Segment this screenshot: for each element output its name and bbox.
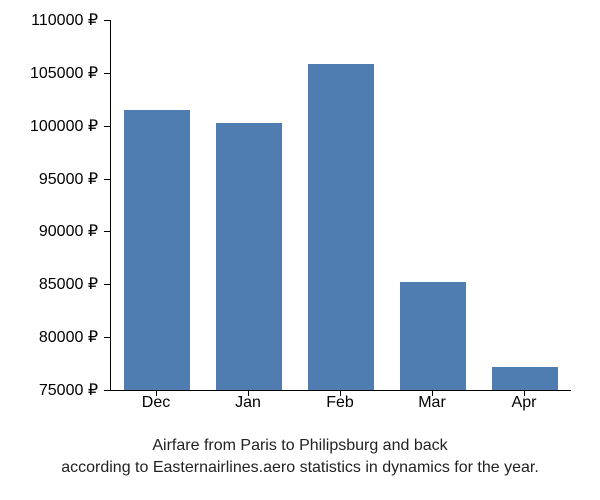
- y-axis-tick-mark: [104, 20, 110, 21]
- x-axis-tick-label: Jan: [235, 394, 261, 412]
- x-axis-tick-label: Apr: [512, 394, 537, 412]
- y-axis-tick-label: 95000 ₽: [0, 169, 110, 189]
- y-axis-tick-mark: [104, 337, 110, 338]
- x-axis-tick-label: Dec: [142, 394, 170, 412]
- y-axis-tick-label: 75000 ₽: [0, 380, 110, 400]
- y-axis-tick-mark: [104, 73, 110, 74]
- caption-line-2: according to Easternairlines.aero statis…: [61, 459, 539, 476]
- caption-line-1: Airfare from Paris to Philipsburg and ba…: [152, 437, 447, 454]
- x-axis-tick-label: Feb: [326, 394, 354, 412]
- y-axis-tick-label: 105000 ₽: [0, 63, 110, 83]
- y-axis-tick-mark: [104, 284, 110, 285]
- y-axis-tick-mark: [104, 126, 110, 127]
- y-axis-tick-mark: [104, 231, 110, 232]
- x-axis-tick-label: Mar: [418, 394, 446, 412]
- y-axis-tick-label: 110000 ₽: [0, 10, 110, 30]
- y-axis-tick-mark: [104, 390, 110, 391]
- bar: [492, 367, 558, 390]
- y-axis-tick-label: 90000 ₽: [0, 221, 110, 241]
- bar: [308, 64, 374, 390]
- airfare-bar-chart: Airfare from Paris to Philipsburg and ba…: [0, 0, 600, 500]
- y-axis-tick-label: 100000 ₽: [0, 116, 110, 136]
- chart-caption: Airfare from Paris to Philipsburg and ba…: [0, 435, 600, 478]
- plot-area: [110, 20, 571, 391]
- y-axis-tick-mark: [104, 179, 110, 180]
- y-axis-tick-label: 80000 ₽: [0, 327, 110, 347]
- bar: [216, 123, 282, 390]
- bar: [400, 282, 466, 390]
- y-axis-tick-label: 85000 ₽: [0, 274, 110, 294]
- bar: [124, 110, 190, 390]
